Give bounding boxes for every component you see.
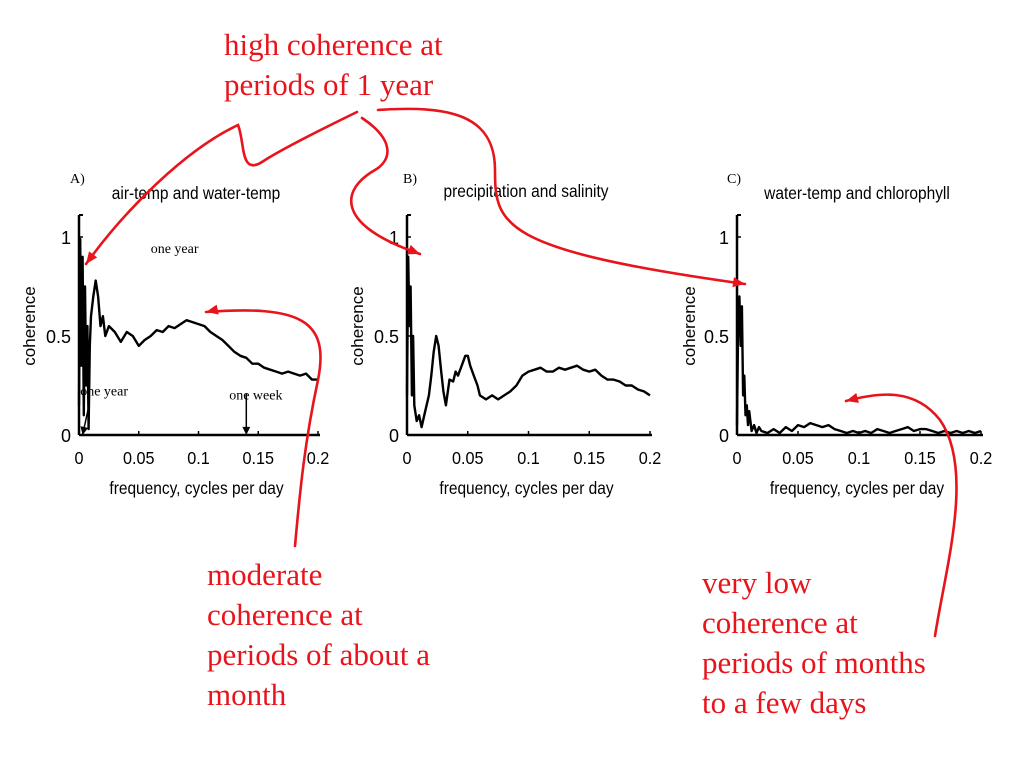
annotation-line: coherence at xyxy=(702,605,858,640)
series-line xyxy=(77,237,318,431)
y-tick-label: 0 xyxy=(719,426,729,446)
x-tick-label: 0.15 xyxy=(904,448,936,468)
x-tick-label: 0 xyxy=(74,448,83,468)
annotation-very-low-coherence: very low coherence at periods of months … xyxy=(702,563,926,723)
arrow-to-panel-b-head xyxy=(407,244,420,255)
arrow-to-panel-a xyxy=(84,110,359,266)
annotation-line: moderate xyxy=(207,557,323,592)
x-tick-label: 0.05 xyxy=(782,448,814,468)
y-tick-label: 0 xyxy=(61,426,71,446)
y-tick-label: 1 xyxy=(719,228,729,248)
x-tick-label: 0.1 xyxy=(848,448,871,468)
x-tick-label: 0.2 xyxy=(970,448,993,468)
y-axis-label: coherence xyxy=(20,286,39,365)
x-axis-label: frequency, cycles per day xyxy=(109,478,284,498)
annotation-line: periods of months xyxy=(702,645,926,680)
arrow-moderate-head xyxy=(206,304,219,315)
arrow-to-panel-c-head xyxy=(732,277,745,288)
arrow-head xyxy=(80,426,89,435)
annotation-line: periods of 1 year xyxy=(224,67,434,102)
panel-label: A) xyxy=(70,172,85,187)
y-tick-label: 1 xyxy=(61,228,71,248)
annotation-moderate-coherence: moderate coherence at periods of about a… xyxy=(207,555,430,715)
arrow-very-low xyxy=(844,393,958,638)
annotation-line: to a few days xyxy=(702,685,867,720)
x-tick-label: 0.1 xyxy=(517,448,540,468)
x-tick-label: 0.05 xyxy=(452,448,484,468)
x-tick-label: 0.1 xyxy=(187,448,210,468)
series-line xyxy=(405,255,651,429)
chart-panel-3: C) water-temp and chlorophyll 0 0.5 1 0 0.05 0.… xyxy=(680,172,992,498)
chart-title: water-temp and chlorophyll xyxy=(763,183,950,203)
arrow-to-panel-b xyxy=(350,116,422,256)
y-tick-label: 0.5 xyxy=(704,327,729,347)
annotation-line: coherence at xyxy=(207,597,363,632)
x-axis-label: frequency, cycles per day xyxy=(770,478,945,498)
arrow-very-low-head xyxy=(846,393,859,403)
x-tick-label: 0.15 xyxy=(242,448,274,468)
chart-panel-2: B) precipitation and salinity 0 0.5 1 0 0.05 0.… xyxy=(348,172,661,498)
chart-panel-1: A) air-temp and water-temp 0 0.5 1 0 0.05 0.1 0.… xyxy=(20,172,329,498)
y-tick-label: 0.5 xyxy=(374,327,399,347)
annotation-line: very low xyxy=(702,565,812,600)
annotation-line: high coherence at xyxy=(224,27,443,62)
x-axis-label: frequency, cycles per day xyxy=(439,478,614,498)
chart-annotation: one year xyxy=(80,384,128,399)
y-axis-label: coherence xyxy=(348,286,367,365)
y-tick-label: 1 xyxy=(389,228,399,248)
x-tick-label: 0.05 xyxy=(123,448,155,468)
chart-annotation: one week xyxy=(229,388,282,403)
panel-label: B) xyxy=(403,172,417,187)
y-tick-label: 0 xyxy=(389,426,399,446)
x-tick-label: 0.15 xyxy=(573,448,605,468)
x-tick-label: 0 xyxy=(732,448,741,468)
y-tick-label: 0.5 xyxy=(46,327,71,347)
x-tick-label: 0.2 xyxy=(307,448,330,468)
series-line xyxy=(735,295,982,435)
arrow-moderate xyxy=(204,309,322,548)
annotation-line: periods of about a xyxy=(207,637,430,672)
arrow-head xyxy=(242,426,251,435)
arrow-to-panel-a-head xyxy=(86,251,98,264)
annotation-high-coherence: high coherence at periods of 1 year xyxy=(224,25,443,105)
y-axis-label: coherence xyxy=(680,286,699,365)
annotation-line: month xyxy=(207,677,287,712)
arrow-to-panel-c xyxy=(376,107,747,286)
x-tick-label: 0 xyxy=(402,448,411,468)
x-tick-label: 0.2 xyxy=(639,448,662,468)
panel-label: C) xyxy=(727,172,741,187)
chart-title: precipitation and salinity xyxy=(443,181,609,201)
chart-title: air-temp and water-temp xyxy=(112,183,280,203)
annotation-arrows xyxy=(84,107,958,638)
chart-annotation: one year xyxy=(151,242,199,257)
